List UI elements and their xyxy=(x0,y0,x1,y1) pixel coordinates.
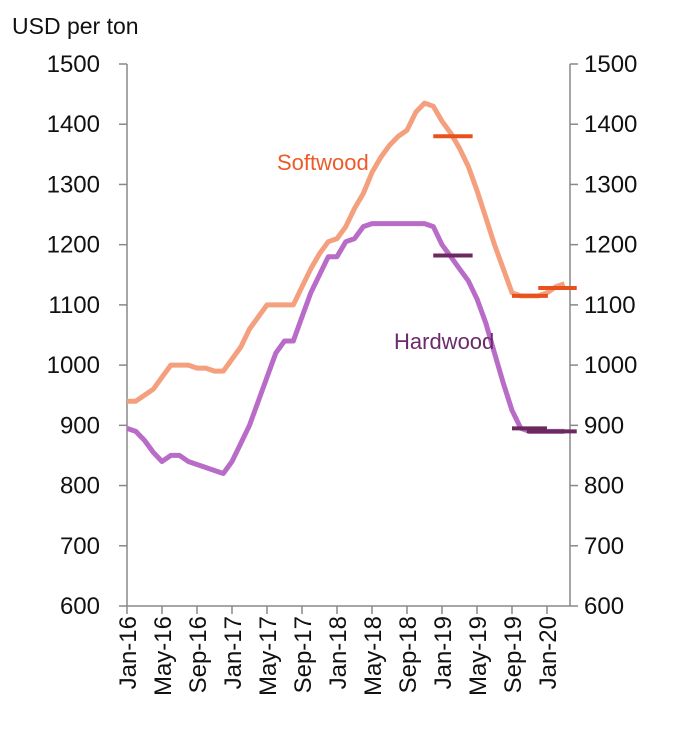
y2-tick-label: 1300 xyxy=(584,171,637,198)
y-tick-label: 900 xyxy=(60,412,100,439)
x-tick-label: Sep-16 xyxy=(185,616,212,693)
axis-title: USD per ton xyxy=(12,13,139,39)
y2-tick-label: 1000 xyxy=(584,352,637,379)
y2-tick-label: 700 xyxy=(584,533,624,560)
x-tick-label: Jan-16 xyxy=(115,616,142,689)
x-tick-label: Jan-20 xyxy=(535,616,562,689)
y-tick-label: 600 xyxy=(60,593,100,620)
y2-tick-label: 1200 xyxy=(584,232,637,259)
y-tick-label: 1400 xyxy=(47,111,100,138)
x-tick-label: Sep-19 xyxy=(500,616,527,693)
y-tick-label: 1300 xyxy=(47,171,100,198)
y-tick-label: 700 xyxy=(60,533,100,560)
x-tick-label: May-16 xyxy=(150,616,177,696)
y2-tick-label: 1100 xyxy=(584,292,636,319)
y2-tick-label: 800 xyxy=(584,473,624,500)
x-tick-label: Sep-17 xyxy=(290,616,317,693)
x-tick-label: May-19 xyxy=(465,616,492,696)
x-tick-label: Sep-18 xyxy=(395,616,422,693)
y2-tick-label: 1500 xyxy=(584,51,637,78)
y-tick-label: 1100 xyxy=(48,292,100,319)
series-label: Softwood xyxy=(277,150,369,175)
y-tick-label: 1500 xyxy=(47,51,100,78)
y2-tick-label: 600 xyxy=(584,593,624,620)
x-tick-label: Jan-19 xyxy=(430,616,457,689)
y2-tick-label: 1400 xyxy=(584,111,637,138)
y-tick-label: 1200 xyxy=(47,232,100,259)
x-tick-label: Jan-18 xyxy=(325,616,352,689)
x-tick-label: May-18 xyxy=(360,616,387,696)
y-tick-label: 1000 xyxy=(47,352,100,379)
series-label: Hardwood xyxy=(394,329,494,354)
x-tick-label: May-17 xyxy=(255,616,282,696)
series-line xyxy=(127,100,566,404)
y-tick-label: 800 xyxy=(60,473,100,500)
x-tick-label: Jan-17 xyxy=(220,616,247,689)
y2-tick-label: 900 xyxy=(584,412,624,439)
series-line xyxy=(126,221,565,476)
